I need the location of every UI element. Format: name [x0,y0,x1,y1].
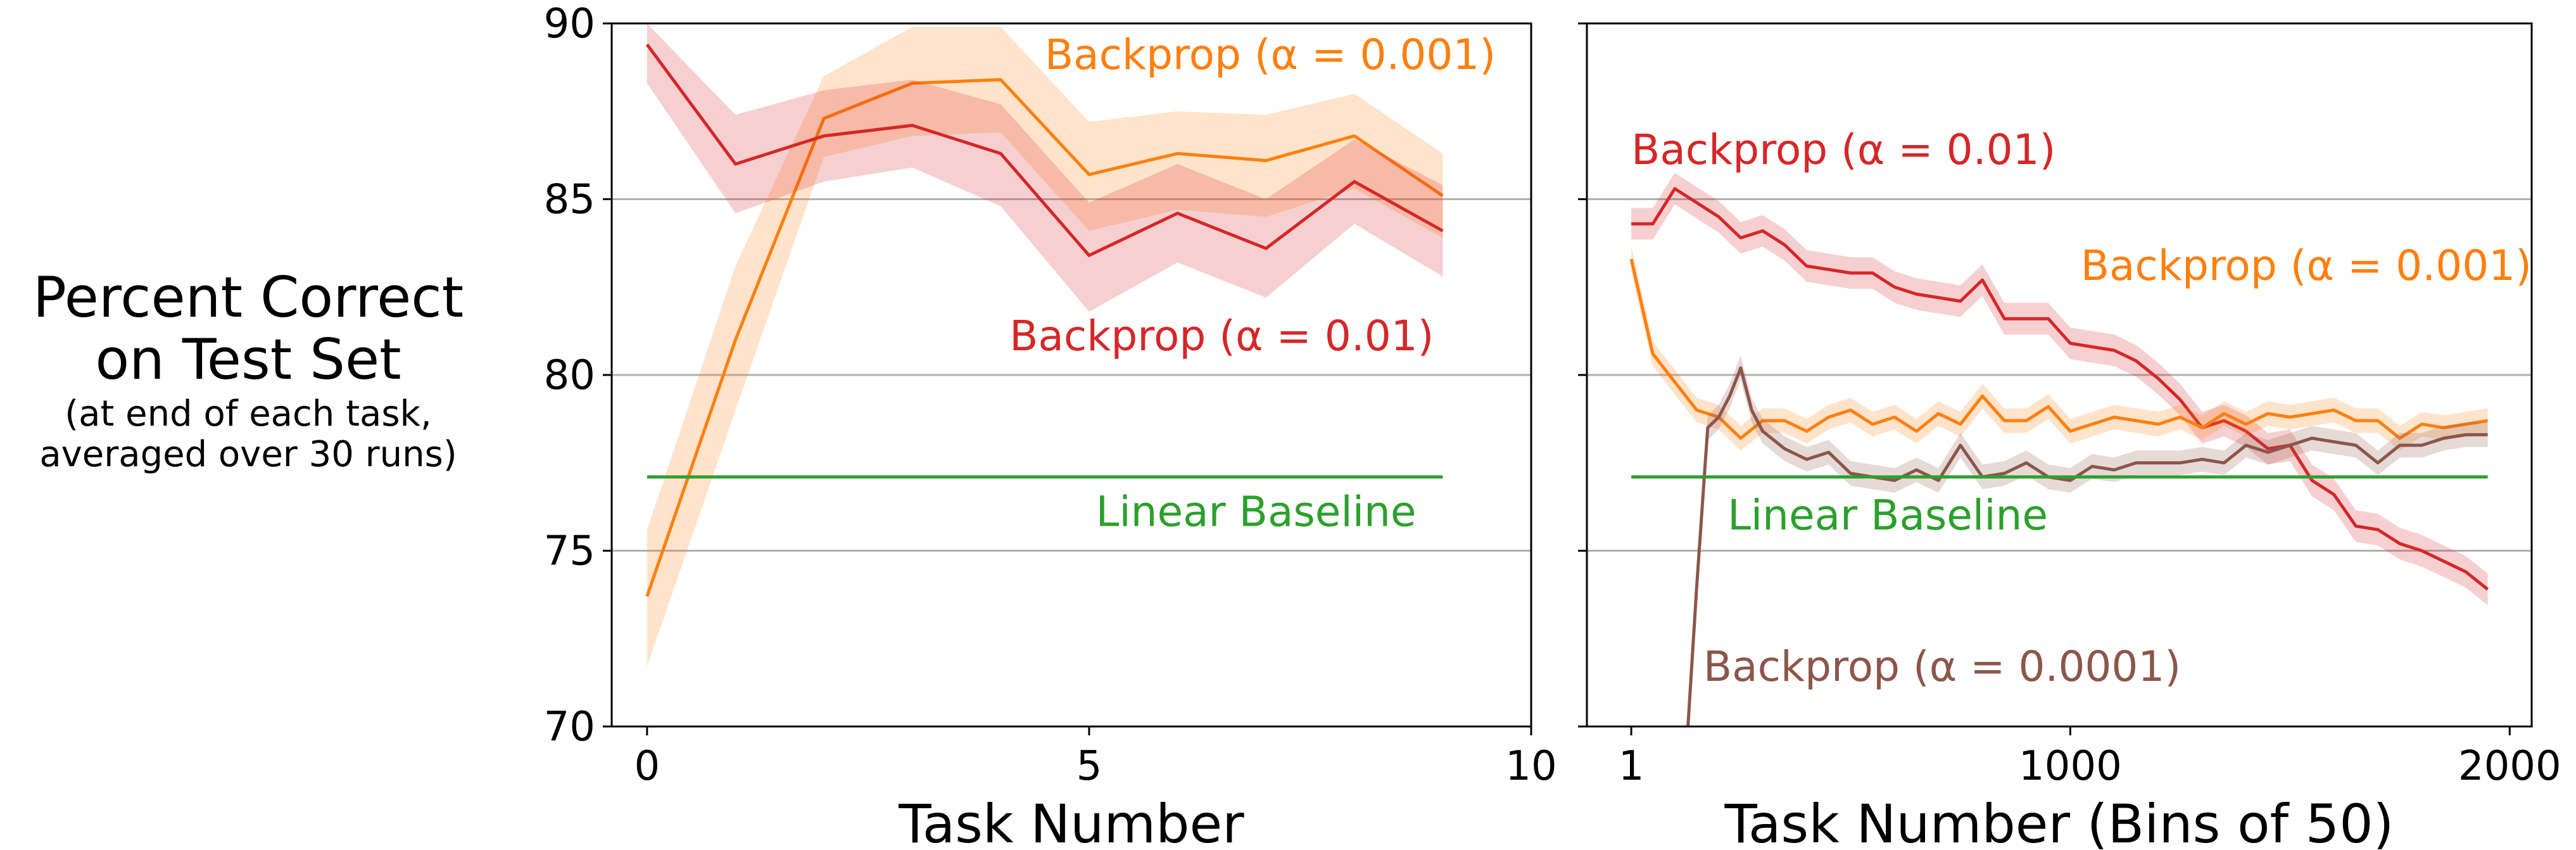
annotation-backprop-0-01: Backprop (α = 0.01) [1631,125,2055,174]
y-axis-title: Percent Correct on Test Set (at end of e… [33,265,464,475]
band-backprop-0-0001 [1688,355,2488,726]
annotation-backprop-0-0001: Backprop (α = 0.0001) [1703,642,2181,691]
x-tick-label-5: 5 [1076,743,1102,790]
x-axis-label: Task Number [898,793,1244,850]
band-backprop-0-01 [1631,172,2488,606]
annotation-backprop-0-001: Backprop (α = 0.001) [1045,30,1496,79]
plot-area [1629,172,2489,726]
x-tick-label-1000: 1000 [2019,743,2122,790]
band-backprop-0-001 [1631,246,2488,451]
line-backprop-0-01 [645,43,1444,257]
y-tick-label-90: 90 [544,1,595,48]
y-axis-title-line-1: Percent Correct [33,265,464,330]
y-tick-label-85: 85 [544,177,595,224]
x-tick-label-0: 0 [634,743,660,790]
left-chart-panel: 70 75 80 85 90 0 5 10 Task Number Backprop (α = 0… [544,1,1557,850]
y-tick-label-70: 70 [544,704,595,751]
annotation-backprop-0-01: Backprop (α = 0.01) [1009,312,1434,360]
plot-area [645,23,1444,667]
x-tick-label-10: 10 [1505,743,1556,790]
annotation-linear-baseline: Linear Baseline [1096,488,1417,536]
y-axis-subtitle-line-2: averaged over 30 runs) [39,434,457,475]
y-tick-label-80: 80 [544,352,595,399]
line-backprop-0-01 [1631,187,2489,591]
x-tick-label-2000: 2000 [2458,743,2561,790]
line-backprop-0-001 [645,78,1444,597]
x-tick-label-1: 1 [1619,743,1645,790]
y-axis-subtitle-line-1: (at end of each task, [65,393,432,435]
line-backprop-0-001 [1629,258,2488,440]
annotation-backprop-0-001: Backprop (α = 0.001) [2081,241,2532,290]
plot-frame [1586,22,2533,728]
x-axis-label: Task Number (Bins of 50) [1724,793,2394,850]
right-chart-panel: 1 1000 2000 Task Number (Bins of 50) Backpro… [1578,22,2561,850]
y-axis-title-line-2: on Test Set [95,327,401,392]
annotation-linear-baseline: Linear Baseline [1727,491,2048,540]
plot-frame [610,22,1532,728]
y-tick-label-75: 75 [544,528,595,575]
band-backprop-0-001 [647,27,1443,667]
